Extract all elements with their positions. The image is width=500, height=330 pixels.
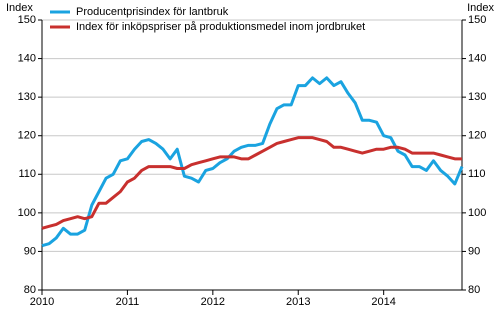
y-tick-label: 140 bbox=[18, 52, 36, 64]
y-tick-label: 80 bbox=[24, 284, 36, 296]
legend-label: Index för inköpspriser på produktionsmed… bbox=[76, 21, 365, 33]
y2-tick-label: 120 bbox=[468, 130, 486, 142]
y2-tick-label: 140 bbox=[468, 52, 486, 64]
y2-tick-label: 130 bbox=[468, 91, 486, 103]
y-tick-label: 120 bbox=[18, 130, 36, 142]
y2-tick-label: 90 bbox=[468, 245, 480, 257]
y-tick-label: 90 bbox=[24, 245, 36, 257]
y2-axis-label: Index bbox=[467, 2, 494, 14]
x-tick-label: 2011 bbox=[116, 296, 140, 308]
y-tick-label: 110 bbox=[18, 168, 36, 180]
x-tick-label: 2013 bbox=[286, 296, 310, 308]
line-series bbox=[41, 76, 464, 248]
y2-tick-label: 80 bbox=[468, 284, 480, 296]
y2-tick-label: 100 bbox=[468, 207, 486, 219]
y-tick-label: 100 bbox=[18, 207, 36, 219]
line-series bbox=[41, 136, 462, 230]
y-axis-label: Index bbox=[6, 2, 33, 14]
y-tick-label: 130 bbox=[18, 91, 36, 103]
x-tick-label: 2010 bbox=[30, 296, 54, 308]
y2-tick-label: 110 bbox=[468, 168, 486, 180]
x-tick-label: 2014 bbox=[371, 296, 395, 308]
y2-tick-label: 150 bbox=[468, 14, 486, 26]
x-tick-label: 2012 bbox=[201, 296, 225, 308]
y-tick-label: 150 bbox=[18, 14, 36, 26]
legend-label: Producentprisindex för lantbruk bbox=[76, 6, 229, 18]
